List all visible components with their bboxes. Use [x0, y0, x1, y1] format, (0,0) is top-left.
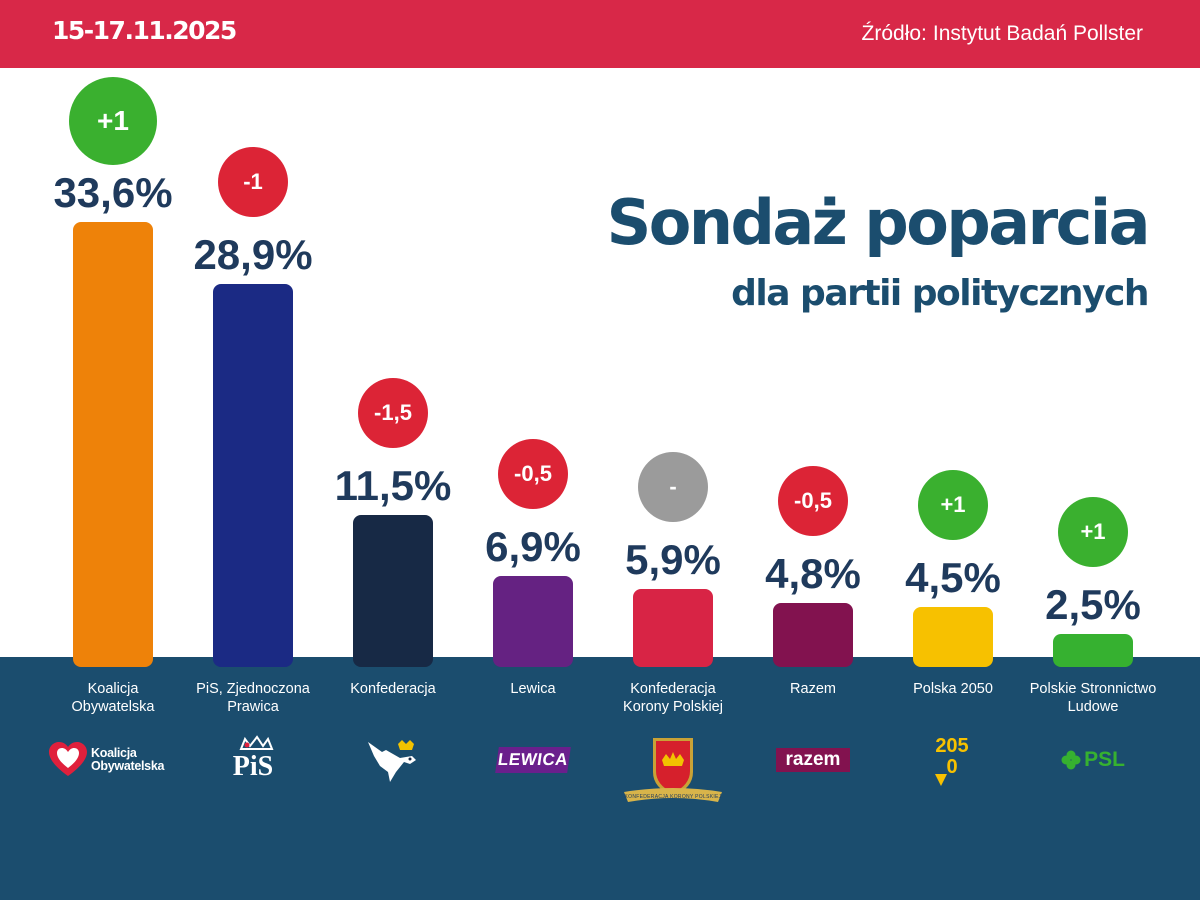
change-badge: -0,5 [498, 438, 568, 509]
value-label: 28,9% [193, 231, 313, 279]
change-badge: - [638, 451, 708, 522]
category-label: Konfederacja [318, 680, 468, 698]
change-badge: +1 [918, 470, 988, 541]
bar-2 [353, 514, 433, 667]
bottom-band [0, 657, 1200, 900]
bar-5 [773, 603, 853, 667]
bar-1 [213, 284, 293, 667]
lewica-logo-icon: LEWICA [495, 747, 571, 773]
logo-text-line: Koalicja [91, 746, 137, 760]
logo-psl: PSL [1058, 745, 1128, 775]
eagle-logo-icon [368, 740, 416, 782]
page-title: Sondaż poparcia [606, 186, 1151, 259]
category-label-line: PiS, Zjednoczona [196, 681, 310, 697]
value-label: 4,8% [765, 550, 861, 598]
value-label: 11,5% [334, 461, 452, 509]
category-label: Polska 2050 [878, 680, 1028, 698]
logo-pis: PiS [223, 735, 283, 785]
category-label-line: Razem [790, 681, 836, 697]
category-label: Konfederacja Korony Polskiej [598, 680, 748, 716]
logo-text-line: Obywatelska [91, 759, 165, 773]
change-badge: +1 [69, 76, 157, 165]
change-badge: -1,5 [358, 377, 428, 448]
category-label-line: Konfederacja [630, 681, 716, 697]
razem-logo-icon: razem [776, 748, 850, 772]
logo-text: PiS [232, 751, 274, 782]
poll-date: 15-17.11.2025 [52, 16, 237, 45]
logo-text: 2050 [935, 735, 969, 778]
logo-tail [935, 774, 947, 786]
value-label: 4,5% [905, 554, 1001, 602]
category-label: Lewica [458, 680, 608, 698]
logo-text: PSL [1084, 748, 1125, 771]
bar-3 [493, 575, 573, 667]
value-label: 5,9% [625, 535, 721, 583]
change-badge: -1 [218, 147, 288, 218]
category-label: Koalicja Obywatelska [38, 680, 188, 716]
category-label-line: Prawica [227, 699, 279, 715]
category-label: PiS, Zjednoczona Prawica [178, 680, 328, 716]
change-badge: +1 [1058, 496, 1128, 567]
category-label: Razem [738, 680, 888, 698]
category-label-line: Koalicja [87, 681, 139, 697]
bar-0 [73, 221, 153, 667]
clover-logo-icon [1061, 750, 1081, 770]
heart-logo-icon [49, 742, 87, 776]
category-label-line: Obywatelska [71, 699, 155, 715]
bar-7 [1053, 633, 1133, 667]
logo-konfederacja-korony-polskiej: KONFEDERACJA KORONY POLSKIEJ [618, 736, 728, 806]
crest-logo-icon [624, 738, 722, 802]
change-badge: -0,5 [778, 466, 848, 537]
page-subtitle: dla partii politycznych [731, 273, 1149, 314]
category-label-line: Polska 2050 [913, 681, 993, 697]
category-label-line: Polskie Stronnictwo [1029, 681, 1157, 697]
source-label: Źródło: [861, 22, 927, 45]
category-label-line: Korony Polskiej [623, 699, 723, 715]
logo-konfederacja [366, 738, 420, 784]
crown-logo-icon [239, 735, 274, 750]
source-name: Instytut Badań Pollster [932, 22, 1143, 45]
source-credit: Źródło: Instytut Badań Pollster [862, 22, 1143, 46]
category-label: Polskie Stronnictwo Ludowe [1018, 680, 1168, 716]
category-label-line: Ludowe [1067, 699, 1119, 715]
logo-text: razem [785, 749, 841, 770]
logo-text: KONFEDERACJA KORONY POLSKIEJ [624, 794, 722, 800]
header-bar: 15-17.11.2025 Źródło: Instytut Badań Poll… [0, 0, 1200, 68]
logo-text: LEWICA [496, 750, 570, 769]
bar-4 [633, 588, 713, 667]
category-label-line: Lewica [510, 681, 556, 697]
logo-koalicja-obywatelska: Koalicja Obywatelska [48, 738, 178, 782]
logo-polska-2050: 2050 [933, 736, 973, 788]
logo-text: Koalicja Obywatelska [91, 747, 164, 773]
value-label: 2,5% [1045, 580, 1141, 628]
bar-6 [913, 607, 993, 667]
category-label-line: Konfederacja [350, 681, 436, 697]
value-label: 33,6% [53, 168, 173, 216]
value-label: 6,9% [485, 522, 581, 570]
